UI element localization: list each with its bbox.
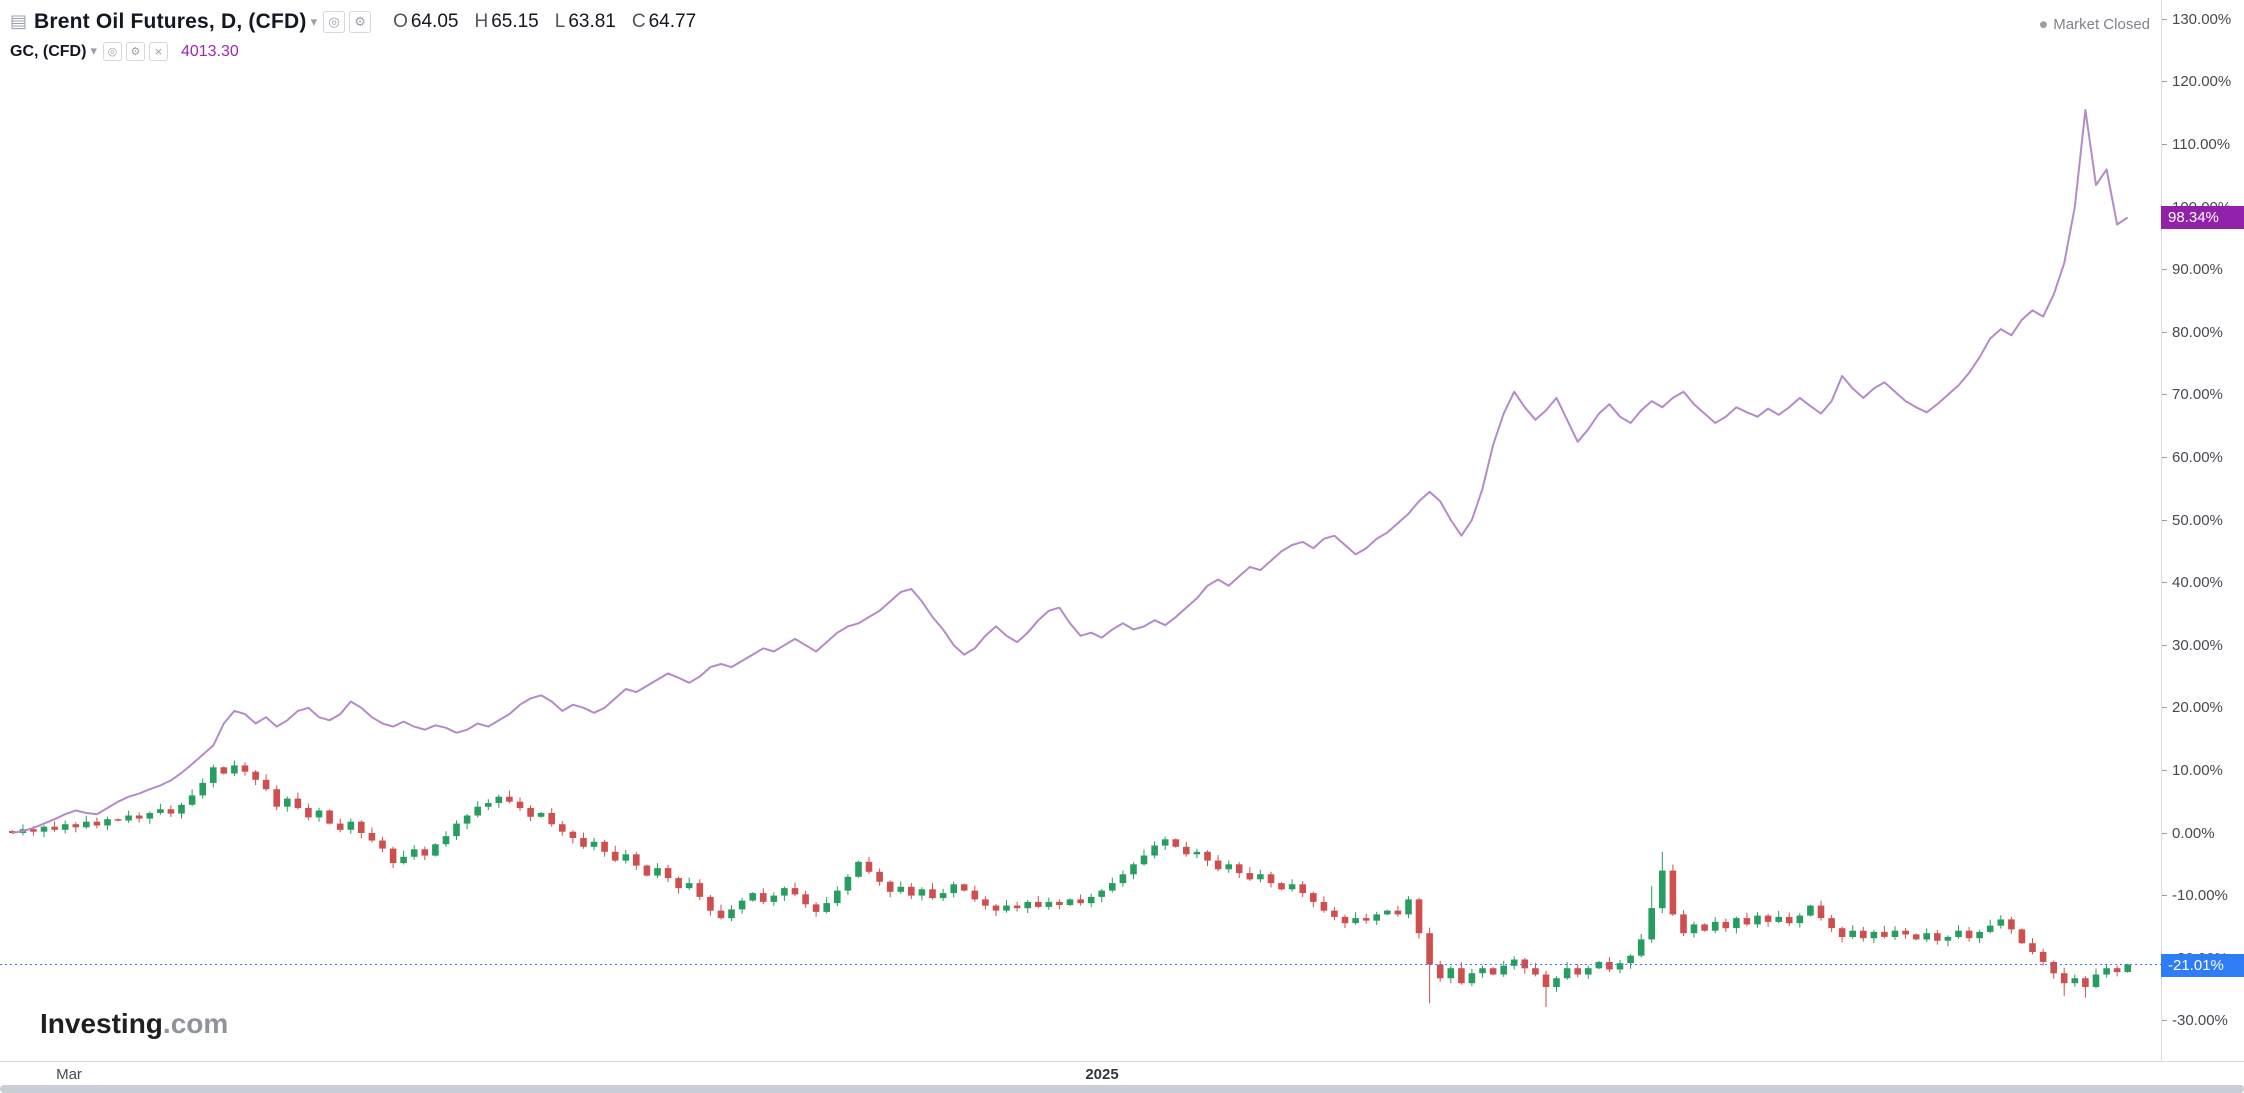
price-axis-tick: 80.00% [2162, 323, 2223, 341]
visibility-icon[interactable]: ◎ [102, 42, 122, 61]
close-readout: C 64.77 [631, 11, 697, 32]
dropdown-caret-icon[interactable]: ▾ [310, 14, 318, 30]
close-icon[interactable]: × [148, 42, 168, 61]
main-series-title[interactable]: Brent Oil Futures, D, (CFD) [34, 10, 307, 33]
price-axis-tick: -10.00% [2162, 887, 2228, 905]
market-status: ● Market Closed [2039, 16, 2150, 33]
price-axis-tick: 90.00% [2162, 261, 2223, 279]
compare-series-title[interactable]: GC, (CFD) [10, 42, 87, 60]
price-axis-tick: 20.00% [2162, 699, 2223, 717]
ohlc-readout: O 64.05 H 65.15 L 63.81 C 64.77 [393, 11, 712, 33]
main-series-legend: ▤ Brent Oil Futures, D, (CFD) ▾ ◎ ⚙ O 64.… [10, 10, 712, 34]
price-axis-tick: 0.00% [2162, 824, 2215, 842]
comparison-line-series [12, 109, 2129, 834]
investing-logo-bold: Investing [40, 1008, 163, 1039]
price-axis-tick: -30.00% [2162, 1012, 2228, 1030]
time-axis-label: 2025 [1085, 1066, 1119, 1083]
time-axis-label: Mar [56, 1066, 82, 1083]
settings-icon[interactable]: ⚙ [349, 11, 372, 33]
price-axis[interactable]: 130.00%120.00%110.00%100.00%90.00%80.00%… [2161, 0, 2244, 1061]
brent-price-label: -21.01% [2161, 953, 2244, 977]
price-axis-tick: 110.00% [2162, 135, 2230, 153]
price-axis-tick: 40.00% [2162, 574, 2223, 592]
status-dot-icon: ● [2039, 19, 2048, 30]
market-status-text: Market Closed [2053, 16, 2150, 33]
chart-panel-icon[interactable]: ▤ [10, 11, 28, 32]
price-axis-tick: 120.00% [2162, 73, 2231, 91]
chart-plot-area[interactable] [0, 0, 2161, 1061]
low-readout: L 63.81 [554, 11, 616, 32]
price-axis-tick: 130.00% [2162, 10, 2231, 28]
price-axis-tick: 10.00% [2162, 761, 2223, 779]
settings-icon[interactable]: ⚙ [125, 42, 145, 61]
price-axis-tick: 50.00% [2162, 511, 2223, 529]
legend: ▤ Brent Oil Futures, D, (CFD) ▾ ◎ ⚙ O 64.… [10, 10, 712, 61]
high-readout: H 65.15 [474, 11, 539, 32]
time-axis[interactable]: Mar 2025 [0, 1061, 2244, 1085]
dropdown-caret-icon[interactable]: ▾ [90, 44, 97, 59]
compare-series-value: 4013.30 [180, 42, 239, 60]
horizontal-scrollbar[interactable] [0, 1085, 2244, 1093]
candlestick-series [9, 760, 2131, 1007]
gold-price-label: 98.34% [2161, 206, 2244, 230]
price-axis-tick: 60.00% [2162, 448, 2223, 466]
compare-series-legend: GC, (CFD) ▾ ◎ ⚙ × 4013.30 [10, 42, 712, 61]
open-readout: O 64.05 [393, 11, 459, 32]
visibility-icon[interactable]: ◎ [323, 11, 346, 33]
investing-logo: Investing.com [40, 1008, 228, 1040]
investing-logo-suffix: .com [162, 1008, 229, 1039]
price-axis-tick: 70.00% [2162, 386, 2223, 404]
price-axis-tick: 30.00% [2162, 636, 2223, 654]
